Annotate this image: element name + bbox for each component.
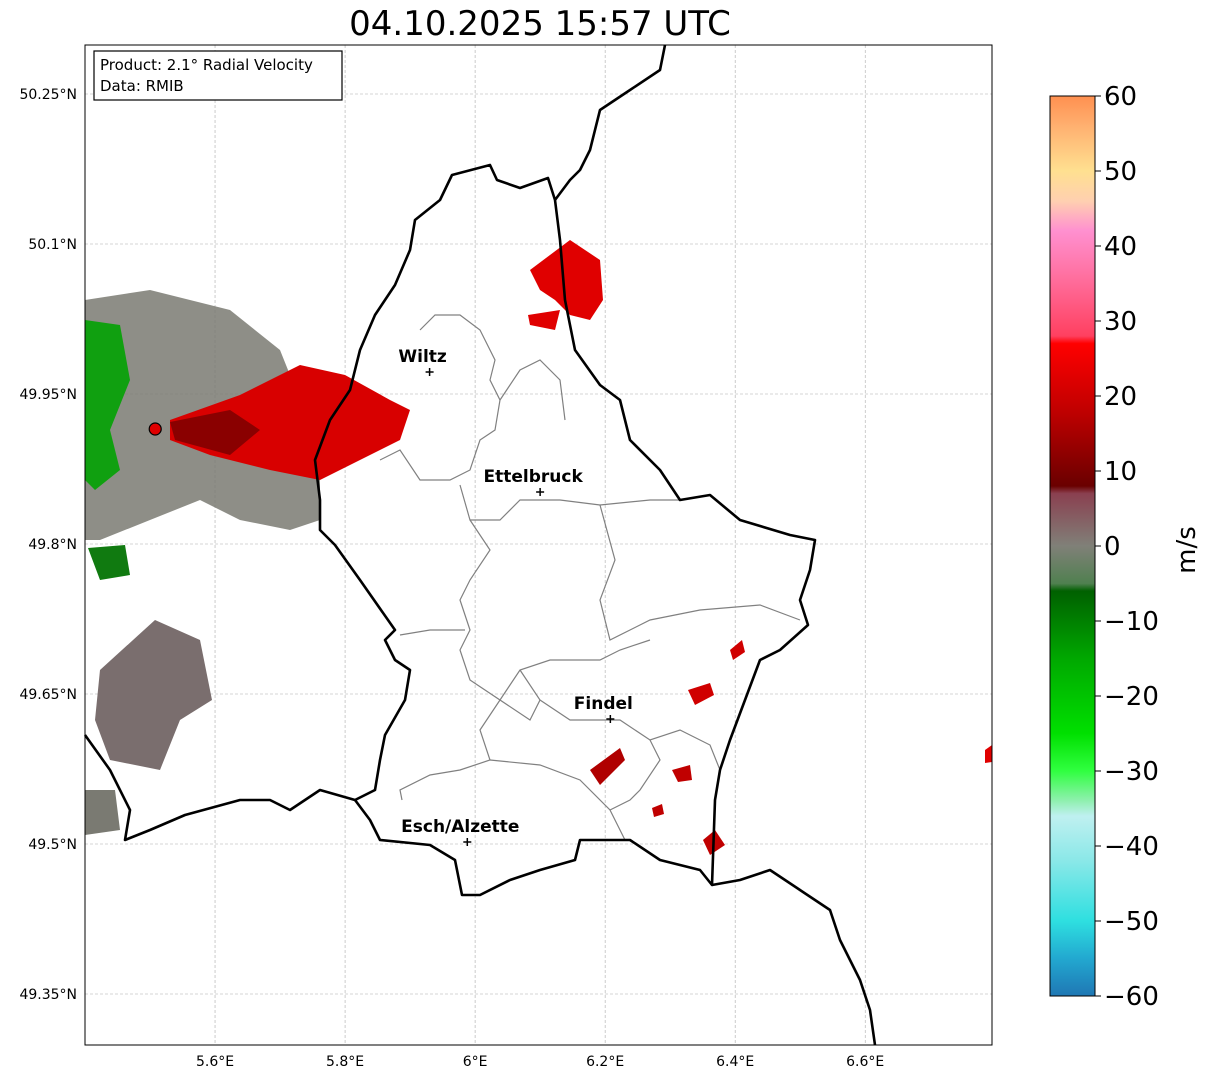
lon-tick-label: 6°E (463, 1054, 488, 1070)
city-labels: Wiltz Ettelbruck Findel Esch/Alzette (398, 347, 633, 846)
colorbar-tick-label: 0 (1104, 532, 1121, 562)
city-ettelbruck: Ettelbruck (483, 467, 583, 496)
country-borders (83, 44, 877, 1046)
lat-tick-label: 49.5°N (28, 837, 77, 853)
colorbar-tick-label: −20 (1104, 682, 1159, 712)
city-wiltz: Wiltz (398, 347, 447, 376)
colorbar-tick-label: −10 (1104, 607, 1159, 637)
lat-tick-label: 49.35°N (19, 987, 77, 1003)
city-marker-icon (536, 488, 545, 496)
city-label: Findel (574, 694, 633, 714)
colorbar-tick-label: 10 (1104, 457, 1137, 487)
colorbar-tick-label: 50 (1104, 157, 1137, 187)
city-label: Esch/Alzette (401, 817, 519, 837)
colorbar: m/s 60 50 40 30 20 10 0 −10 −20 −30 −40 −50 −60 (1049, 82, 1202, 1012)
lon-tick-label: 5.8°E (326, 1054, 364, 1070)
colorbar-tick-label: 60 (1104, 82, 1137, 112)
city-findel: Findel (574, 694, 633, 723)
lon-tick-label: 6.4°E (716, 1054, 754, 1070)
city-label: Ettelbruck (483, 467, 583, 487)
radar-echoes (85, 240, 992, 855)
lon-tick-label: 6.6°E (846, 1054, 884, 1070)
colorbar-tick-label: 30 (1104, 307, 1137, 337)
city-marker-icon (425, 368, 434, 376)
radar-site-marker (148, 422, 162, 436)
gridlines (85, 45, 992, 1045)
colorbar-scale (1049, 95, 1096, 997)
city-label: Wiltz (398, 347, 447, 367)
cantonal-borders (379, 314, 801, 841)
lat-tick-label: 49.65°N (19, 687, 77, 703)
colorbar-tick-label: −40 (1104, 832, 1159, 862)
city-marker-icon (463, 838, 472, 846)
colorbar-unit-label: m/s (1172, 526, 1202, 574)
map-axes: 5.6°E 5.8°E 6°E 6.2°E 6.4°E 6.6°E 50.25°N 50.1°… (19, 87, 884, 1070)
lat-tick-label: 49.8°N (28, 537, 77, 553)
colorbar-tick-label: 40 (1104, 232, 1137, 262)
city-marker-icon (606, 715, 615, 723)
lat-tick-label: 50.25°N (19, 87, 77, 103)
colorbar-tick-label: −30 (1104, 757, 1159, 787)
map-frame (84, 44, 993, 1046)
colorbar-tick-label: 20 (1104, 382, 1137, 412)
lon-tick-label: 6.2°E (586, 1054, 624, 1070)
colorbar-tick-label: −60 (1104, 982, 1159, 1012)
lat-tick-label: 50.1°N (28, 237, 77, 253)
product-label: Product: 2.1° Radial Velocity (100, 56, 313, 74)
lat-tick-label: 49.95°N (19, 387, 77, 403)
colorbar-tick-label: −50 (1104, 907, 1159, 937)
lon-tick-label: 5.6°E (196, 1054, 234, 1070)
map-title: 04.10.2025 15:57 UTC (349, 4, 731, 44)
data-source-label: Data: RMIB (100, 77, 184, 95)
city-esch-alzette: Esch/Alzette (401, 817, 519, 846)
info-box: Product: 2.1° Radial Velocity Data: RMIB (93, 50, 343, 101)
